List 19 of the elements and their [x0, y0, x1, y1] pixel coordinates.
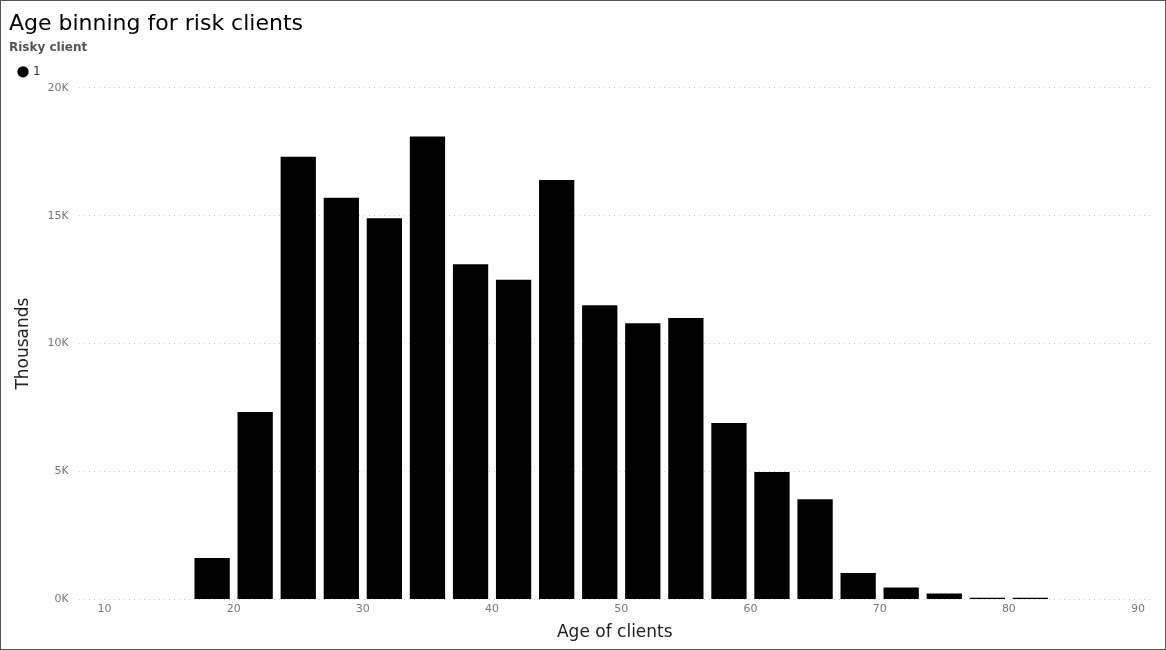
- chart-title: Age binning for risk clients: [9, 9, 304, 35]
- x-tick-label: 30: [355, 601, 370, 615]
- x-tick-label: 20: [226, 601, 241, 615]
- y-tick-label: 0K: [54, 592, 70, 606]
- y-tick-label: 15K: [47, 208, 70, 222]
- y-tick-label: 5K: [54, 464, 70, 478]
- y-tick-label: 10K: [47, 336, 70, 350]
- x-tick-label: 10: [97, 601, 112, 615]
- x-tick-label: 70: [872, 601, 887, 615]
- y-tick-label: 20K: [47, 80, 70, 94]
- y-axis-title: Thousands: [11, 297, 32, 391]
- legend-label: 1: [33, 63, 41, 78]
- legend-title: Risky client: [9, 39, 88, 54]
- x-axis-title: Age of clients: [556, 621, 673, 642]
- x-tick-label: 40: [485, 601, 500, 615]
- x-tick-label: 50: [614, 601, 629, 615]
- x-tick-label: 80: [1001, 601, 1016, 615]
- x-tick-label: 90: [1131, 601, 1146, 615]
- x-tick-label: 60: [743, 601, 758, 615]
